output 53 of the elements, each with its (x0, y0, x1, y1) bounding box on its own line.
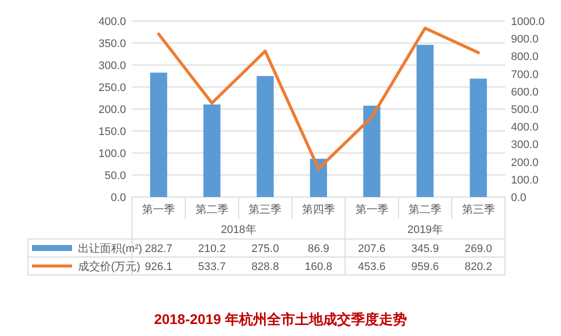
data-label: 533.7 (198, 261, 226, 273)
y-tick-label: 350.0 (98, 38, 126, 50)
bar (363, 106, 380, 197)
y-tick-label: 100.0 (98, 148, 126, 160)
data-label: 282.7 (144, 243, 172, 255)
data-label: 269.0 (464, 243, 492, 255)
data-label: 160.8 (304, 261, 332, 273)
x-tick-label: 第三季 (248, 203, 282, 216)
x-tick-label: 第二季 (408, 203, 442, 216)
y2-tick-label: 0.0 (511, 192, 526, 204)
text: 2019年 (407, 224, 443, 236)
y-tick-label: 250.0 (98, 82, 126, 94)
y-tick-label: 50.0 (104, 170, 126, 182)
y2-tick-label: 900.0 (511, 34, 539, 46)
y-tick-label: 400.0 (98, 16, 126, 28)
data-label: 207.6 (358, 243, 386, 255)
bar (416, 44, 434, 197)
data-label: 820.2 (464, 261, 492, 273)
y2-tick-label: 200.0 (511, 156, 539, 169)
y2-tick-label: 400.0 (511, 122, 539, 134)
line-series (157, 26, 480, 170)
bar (203, 104, 220, 197)
y2-tick-label: 300.0 (511, 139, 539, 152)
bar (256, 76, 274, 197)
x-tick-label: 第一季 (142, 203, 176, 216)
data-label: 275.0 (251, 243, 279, 255)
y-tick-label: 0.0 (110, 192, 126, 204)
y2-tick-label: 800.0 (511, 51, 539, 64)
y-tick-label: 200.0 (98, 104, 126, 116)
bar (470, 78, 487, 197)
data-label: 210.2 (198, 243, 226, 255)
y2-tick-label: 700.0 (511, 68, 539, 81)
text: 2018-2019 年杭州全市土地成交季度走势 (154, 311, 407, 327)
y2-tick-label: 1000.0 (511, 16, 545, 28)
data-label: 926.1 (144, 261, 172, 273)
x-tick-label: 第三季 (462, 203, 495, 216)
data-label: 828.8 (251, 261, 279, 273)
data-label: 86.9 (308, 243, 330, 255)
data-label: 959.6 (411, 261, 439, 273)
x-tick-label: 第一季 (355, 203, 388, 216)
text: 2018年 (220, 224, 256, 236)
y2-tick-label: 500.0 (511, 104, 539, 116)
data-label: 345.9 (411, 243, 439, 255)
legend-label: 成交价(万元) (78, 260, 140, 273)
bar (150, 72, 168, 197)
x-tick-label: 第二季 (195, 203, 228, 216)
y-tick-label: 300.0 (98, 60, 126, 72)
data-label: 453.6 (358, 261, 386, 273)
x-tick-label: 第四季 (302, 203, 335, 216)
legend-label: 出让面积(m²) (78, 242, 142, 255)
y2-tick-label: 100.0 (511, 174, 539, 186)
y-tick-label: 150.0 (98, 126, 126, 138)
y2-tick-label: 600.0 (511, 86, 539, 98)
